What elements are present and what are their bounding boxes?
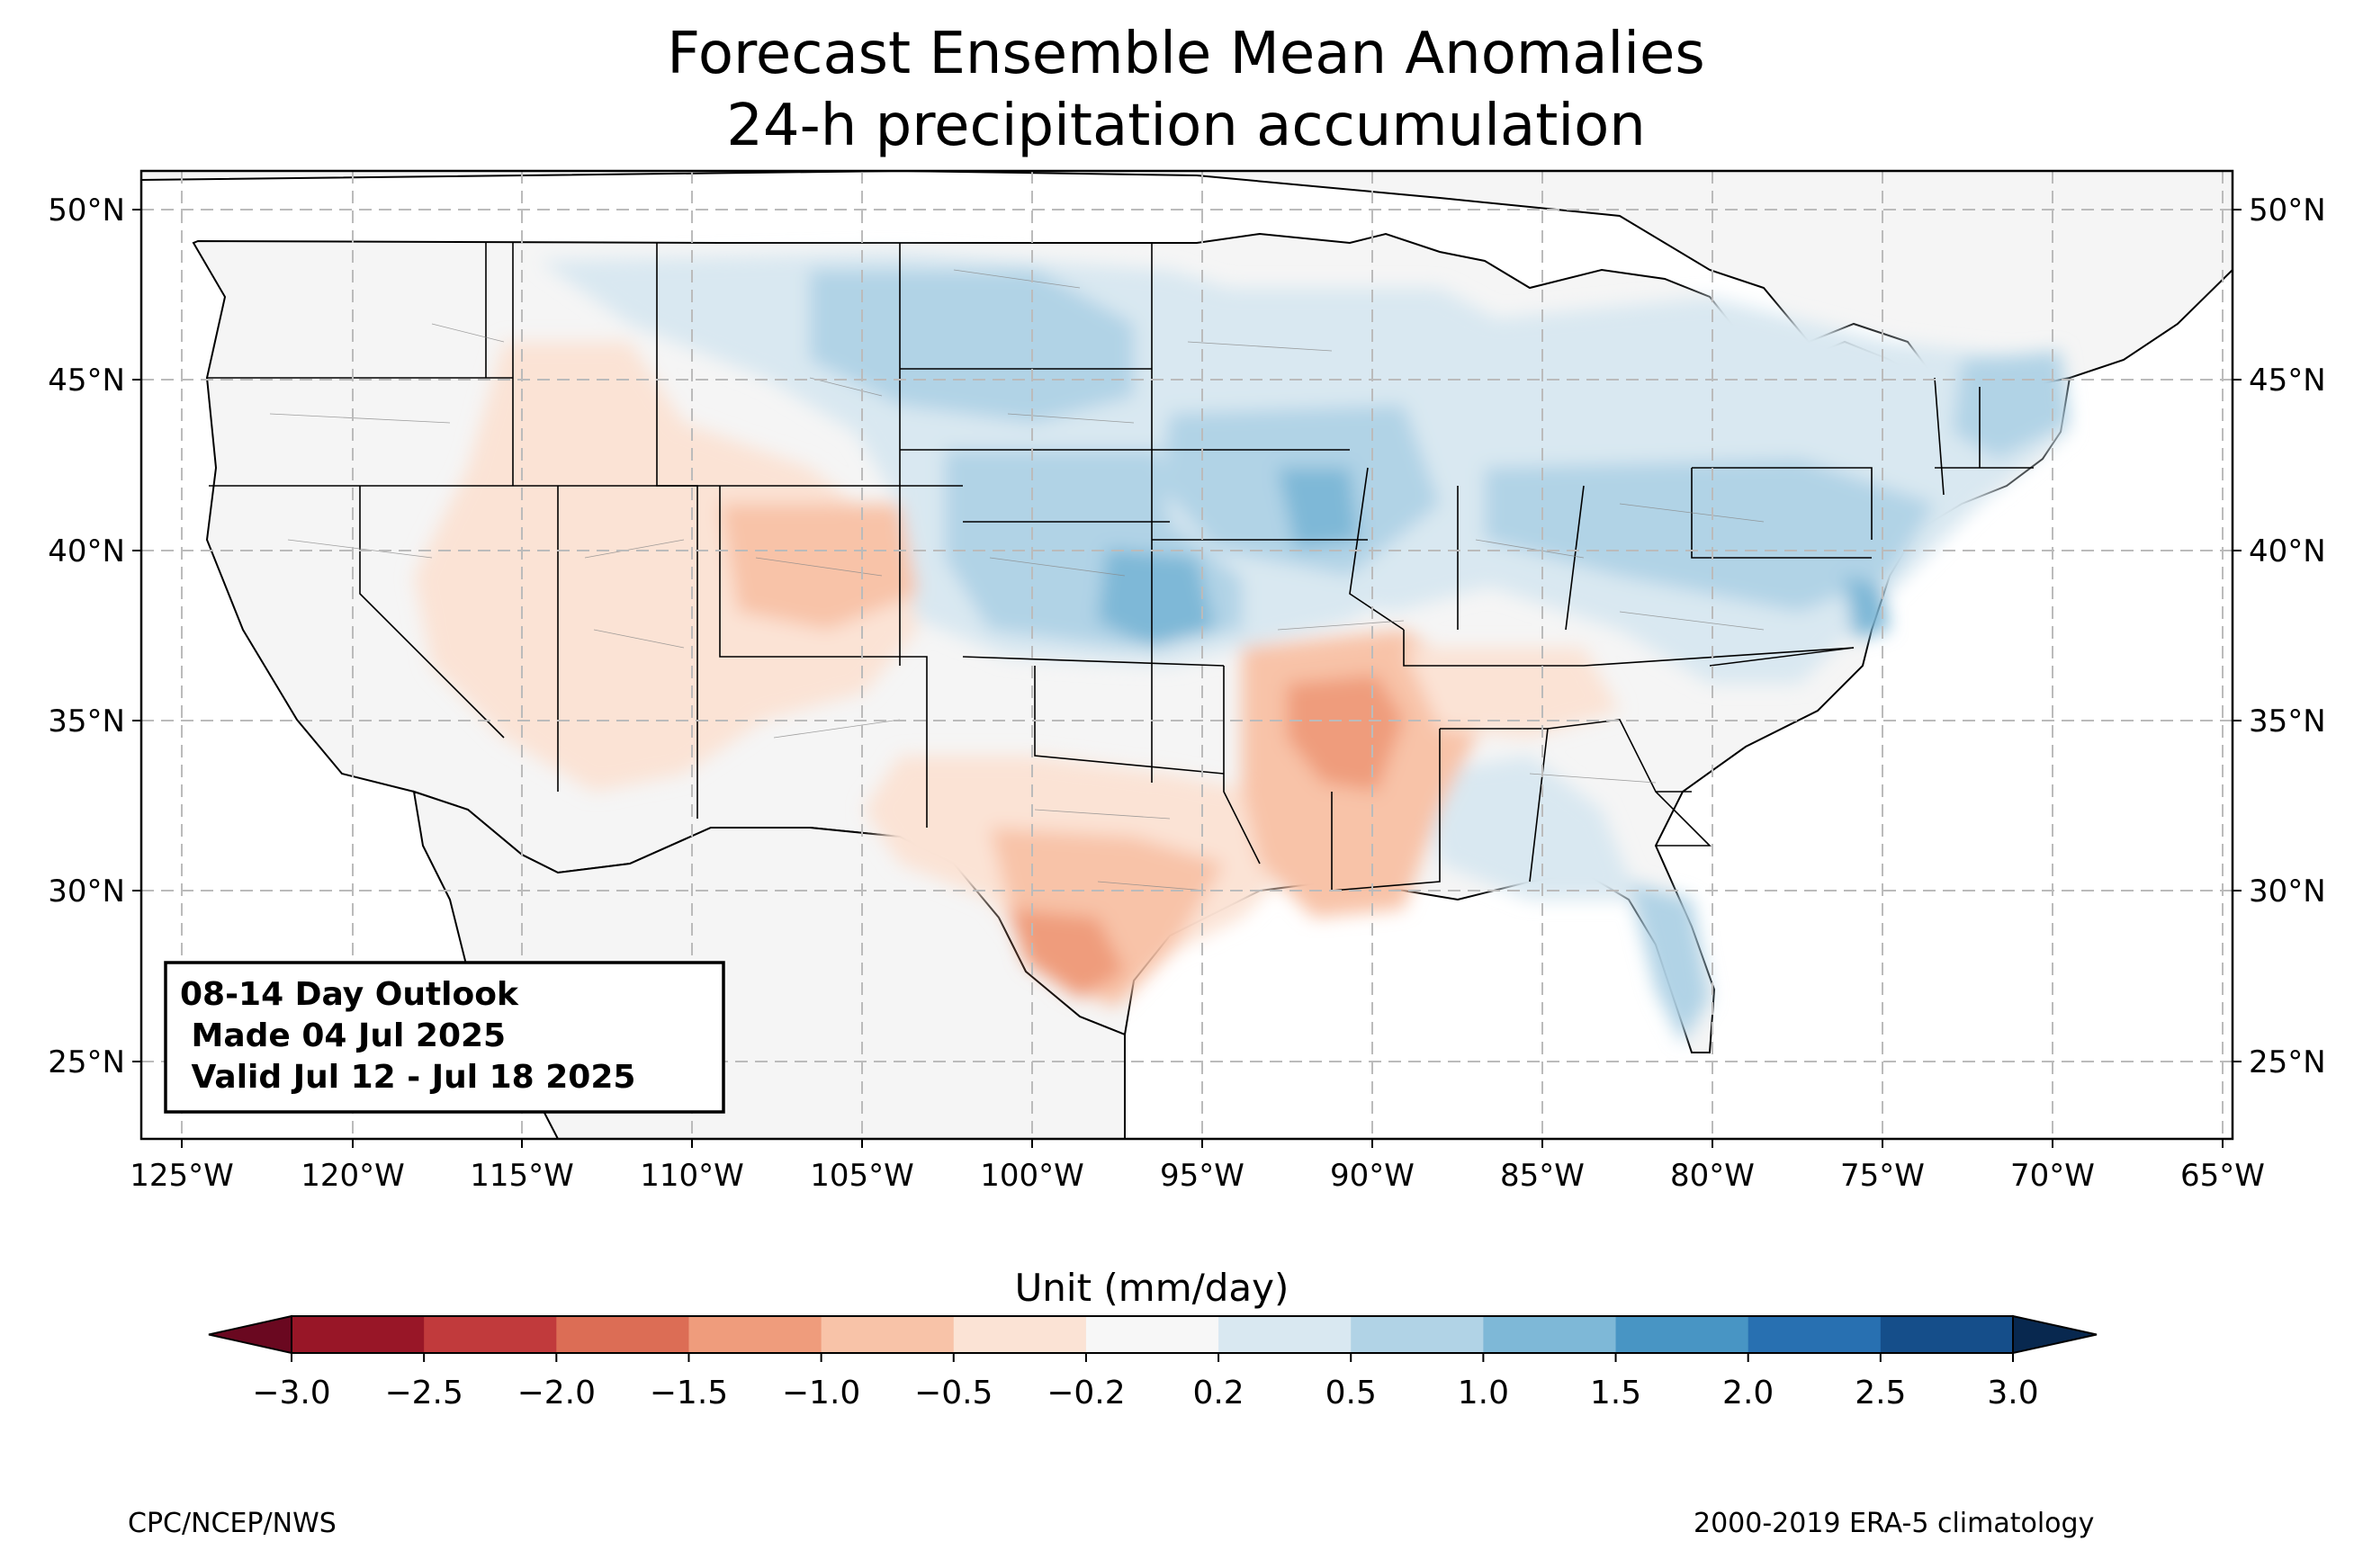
anomaly-positive-illinois-core xyxy=(1278,468,1359,549)
lat-label-right: 45°N xyxy=(2249,363,2326,399)
anomaly-positive-new-england xyxy=(1953,351,2070,459)
lat-label-right: 50°N xyxy=(2249,193,2326,228)
lon-label: 65°W xyxy=(2180,1158,2265,1194)
lon-label: 125°W xyxy=(130,1158,234,1194)
gridlines xyxy=(141,171,2233,1139)
lat-label-left: 30°N xyxy=(48,874,125,909)
colorbar-segment xyxy=(1483,1316,1617,1353)
colorbar-segment xyxy=(424,1316,557,1353)
colorbar-segment xyxy=(688,1316,822,1353)
map-frame xyxy=(139,169,2234,1141)
colorbar-label: Unit (mm/day) xyxy=(1015,1266,1289,1310)
colorbar-segment xyxy=(1351,1316,1484,1353)
colorbar-tick-label: −1.5 xyxy=(650,1375,728,1411)
colorbar-segment xyxy=(1218,1316,1352,1353)
anomaly-shading xyxy=(414,252,2070,1044)
outlook-box: 08-14 Day Outlook Made 04 Jul 2025 Valid… xyxy=(164,961,725,1114)
colorbar-segment xyxy=(1085,1316,1219,1353)
lon-label: 70°W xyxy=(2010,1158,2095,1194)
anomaly-negative-arkansas-core xyxy=(1287,675,1404,792)
latitude-labels-right: 50°N 45°N 40°N 35°N 30°N 25°N xyxy=(2249,193,2326,1080)
anomaly-positive-mid-atlantic xyxy=(1845,576,1890,639)
lat-label-left: 35°N xyxy=(48,703,125,739)
anomaly-positive-ohio-pennsylvania xyxy=(1485,459,1935,612)
lon-label: 80°W xyxy=(1670,1158,1755,1194)
colorbar-tick-label: −2.5 xyxy=(384,1375,463,1411)
lon-label: 95°W xyxy=(1160,1158,1244,1194)
county-lines xyxy=(269,269,1765,892)
colorbar-tick-label: 2.5 xyxy=(1855,1375,1906,1411)
colorbar-tick-label: −0.2 xyxy=(1047,1375,1125,1411)
anomaly-negative-west xyxy=(414,342,918,792)
colorbar-tick-labels: −3.0 −2.5 −2.0 −1.5 −1.0 −0.5 −0.2 0.2 0.5 1.0 1.5… xyxy=(252,1375,2038,1411)
lat-label-left: 40°N xyxy=(48,533,125,569)
colorbar-segment xyxy=(1615,1316,1749,1353)
colorbar-segment xyxy=(556,1316,689,1353)
anomaly-negative-south-texas xyxy=(1008,909,1125,999)
lat-label-right: 35°N xyxy=(2249,703,2326,739)
colorbar-segment xyxy=(292,1316,425,1353)
lon-label: 120°W xyxy=(301,1158,405,1194)
anomaly-positive-florida xyxy=(1629,882,1710,1044)
footer-climatology: 2000-2019 ERA-5 climatology xyxy=(1694,1508,2095,1539)
lon-label: 110°W xyxy=(640,1158,744,1194)
colorbar-over-arrow xyxy=(2012,1314,2098,1355)
colorbar-frame xyxy=(291,1315,2014,1354)
outlook-valid-range: Valid Jul 12 - Jul 18 2025 xyxy=(180,1059,635,1096)
lat-label-left: 25°N xyxy=(48,1044,125,1080)
colorbar-tick-label: 3.0 xyxy=(1987,1375,2038,1411)
colorbar-tick-label: −0.5 xyxy=(914,1375,993,1411)
lon-label: 115°W xyxy=(470,1158,574,1194)
colorbar xyxy=(208,1314,2098,1362)
lon-label: 90°W xyxy=(1330,1158,1415,1194)
colorbar-under-arrow xyxy=(208,1314,292,1355)
lon-label: 85°W xyxy=(1500,1158,1585,1194)
colorbar-tick-label: 0.2 xyxy=(1192,1375,1244,1411)
colorbar-tick-label: −2.0 xyxy=(517,1375,596,1411)
longitude-labels: 125°W 120°W 115°W 110°W 105°W 100°W 95°W 90°W 85… xyxy=(130,1158,2265,1194)
lat-label-right: 25°N xyxy=(2249,1044,2326,1080)
colorbar-segment xyxy=(953,1316,1087,1353)
outlook-title: 08-14 Day Outlook xyxy=(180,976,519,1013)
anomaly-negative-tennessee-valley xyxy=(1404,648,1620,738)
colorbar-tick-label: 0.5 xyxy=(1325,1375,1377,1411)
state-boundaries xyxy=(207,243,2034,892)
lat-label-left: 45°N xyxy=(48,363,125,399)
colorbar-segment xyxy=(1748,1316,1882,1353)
anomaly-positive-southeast-gulf xyxy=(1422,756,1638,900)
footer-source: CPC/NCEP/NWS xyxy=(128,1508,337,1539)
colorbar-segment xyxy=(1880,1316,2014,1353)
lat-label-left: 50°N xyxy=(48,193,125,228)
anomaly-positive-kansas-core xyxy=(1098,549,1215,648)
colorbar-tick-label: 1.5 xyxy=(1590,1375,1641,1411)
lon-label: 75°W xyxy=(1840,1158,1925,1194)
lon-label: 105°W xyxy=(810,1158,914,1194)
colorbar-segment xyxy=(821,1316,955,1353)
latitude-labels-left: 50°N 45°N 40°N 35°N 30°N 25°N xyxy=(48,193,125,1080)
colorbar-tick-label: −3.0 xyxy=(252,1375,330,1411)
chart-title-line1: Forecast Ensemble Mean Anomalies xyxy=(667,21,1705,87)
colorbar-tick-label: 1.0 xyxy=(1458,1375,1509,1411)
lat-label-right: 30°N xyxy=(2249,874,2326,909)
lon-label: 100°W xyxy=(980,1158,1084,1194)
colorbar-tick-label: 2.0 xyxy=(1722,1375,1774,1411)
colorbar-tick-label: −1.0 xyxy=(782,1375,860,1411)
lat-label-right: 40°N xyxy=(2249,533,2326,569)
outlook-made-date: Made 04 Jul 2025 xyxy=(180,1017,506,1054)
chart-title-line2: 24-h precipitation accumulation xyxy=(726,93,1646,159)
anomaly-positive-dakotas xyxy=(810,270,1134,423)
